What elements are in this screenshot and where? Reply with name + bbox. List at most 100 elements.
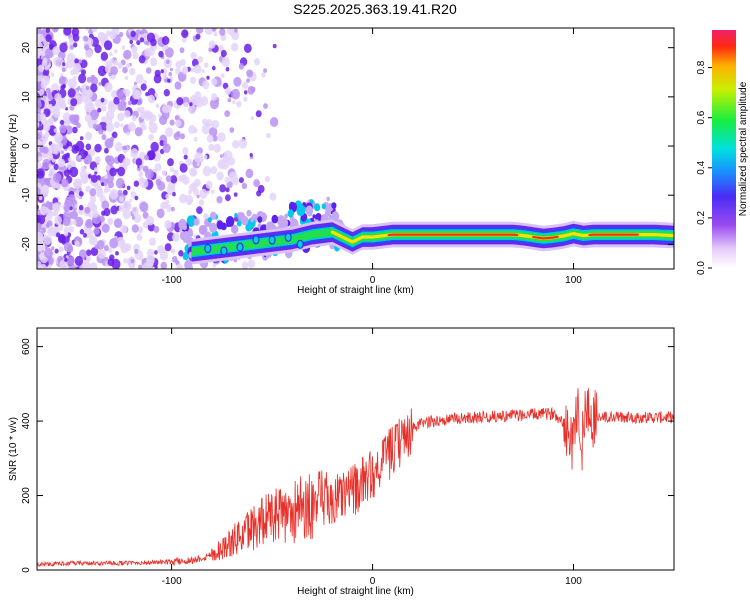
noise-blob [54, 215, 62, 225]
noise-blob [119, 196, 125, 203]
noise-blob [189, 102, 193, 107]
noise-blob [220, 154, 223, 158]
onset-blob [182, 251, 189, 261]
x-tick-label: 0 [370, 576, 376, 587]
noise-blob [94, 156, 101, 164]
colorbar-tick-label: 0.4 [696, 160, 707, 174]
noise-blob [138, 264, 143, 269]
noise-blob [89, 195, 97, 203]
noise-blob [117, 112, 125, 122]
noise-blob [89, 262, 98, 269]
noise-blob [109, 51, 113, 57]
noise-blob [107, 217, 114, 225]
noise-blob [101, 182, 105, 187]
noise-blob [180, 59, 186, 66]
noise-blob [223, 150, 233, 161]
noise-blob [40, 75, 50, 87]
noise-blob [78, 155, 82, 159]
noise-blob [90, 83, 98, 93]
noise-blob [238, 177, 244, 184]
noise-blob [206, 75, 210, 80]
onset-blob [226, 216, 235, 227]
noise-blob [238, 63, 245, 70]
noise-blob [176, 97, 184, 106]
noise-blob [94, 244, 99, 249]
noise-blob [176, 263, 183, 269]
noise-blob [45, 223, 50, 228]
noise-blob [94, 143, 102, 153]
noise-blob [164, 243, 172, 252]
noise-blob [146, 111, 154, 120]
onset-blob [209, 211, 217, 220]
noise-blob [51, 246, 55, 251]
noise-blob [67, 78, 77, 89]
noise-blob [173, 132, 180, 141]
noise-blob [94, 170, 98, 175]
noise-blob [84, 206, 91, 214]
noise-blob [74, 255, 83, 266]
noise-blob [37, 264, 41, 269]
noise-blob [104, 147, 109, 154]
noise-blob [72, 220, 77, 225]
noise-blob [164, 127, 174, 137]
noise-blob [96, 188, 104, 198]
noise-blob [158, 50, 164, 58]
noise-blob [85, 143, 92, 151]
noise-blob [37, 234, 42, 245]
noise-blob [219, 28, 226, 36]
noise-blob [194, 152, 204, 163]
noise-blob [78, 59, 83, 64]
noise-blob [236, 100, 242, 108]
noise-blob [39, 206, 48, 216]
noise-blob [170, 206, 175, 212]
noise-blob [113, 218, 123, 229]
noise-blob [110, 205, 118, 215]
onset-blob [331, 202, 337, 209]
onset-blob [179, 231, 187, 241]
noise-blob [165, 175, 172, 183]
noise-blob [208, 40, 216, 49]
y-tick-label: 10 [21, 91, 32, 103]
noise-blob [42, 68, 50, 77]
noise-blob [103, 40, 113, 51]
noise-blob [189, 167, 197, 177]
onset-blob [209, 222, 218, 233]
noise-blob [60, 102, 67, 110]
onset-knot [236, 242, 244, 252]
noise-blob [105, 155, 112, 163]
snr-frame [36, 327, 675, 571]
noise-blob [69, 114, 76, 122]
noise-blob [210, 166, 218, 175]
noise-blob [169, 67, 173, 72]
noise-blob [113, 96, 120, 105]
noise-blob [104, 115, 113, 125]
y-tick-label: -10 [21, 188, 32, 203]
noise-blob [105, 164, 111, 171]
chart-title: S225.2025.363.19.41.R20 [293, 1, 457, 17]
ridge-band-4 [191, 228, 674, 256]
noise-blob [170, 167, 175, 173]
noise-blob [111, 30, 116, 36]
noise-blob [68, 146, 72, 151]
noise-blob [133, 81, 138, 86]
noise-blob [162, 104, 170, 114]
noise-blob [263, 68, 268, 73]
noise-blob [144, 154, 149, 161]
noise-blob [49, 103, 53, 108]
noise-blob [79, 265, 84, 269]
noise-blob [205, 119, 213, 128]
onset-blob [284, 213, 289, 219]
noise-blob [46, 209, 53, 217]
noise-blob [241, 261, 249, 269]
noise-blob [160, 261, 168, 269]
x-axis-label: Height of straight line (km) [297, 285, 414, 296]
x-tick-label: -100 [162, 576, 182, 587]
noise-blob [140, 178, 149, 189]
noise-blob [234, 28, 238, 33]
noise-blob [127, 100, 132, 106]
noise-blob [80, 166, 86, 173]
noise-blob [97, 107, 102, 113]
noise-blob [114, 49, 118, 54]
noise-blob [57, 158, 66, 168]
noise-blob [109, 237, 118, 249]
